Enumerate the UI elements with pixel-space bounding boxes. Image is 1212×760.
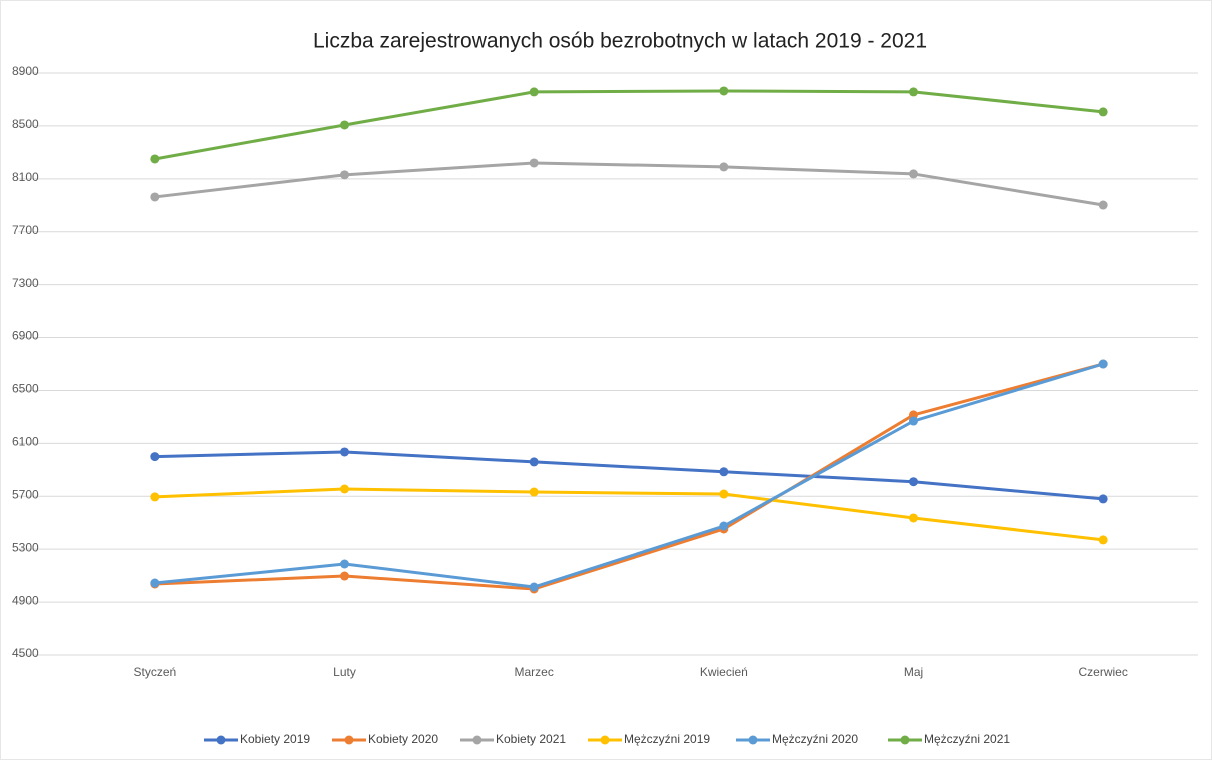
- data-point: [1098, 107, 1108, 117]
- y-tick-label: 4500: [12, 646, 39, 660]
- y-tick-label: 4900: [12, 593, 39, 607]
- legend-marker: [216, 735, 226, 745]
- legend-label: Kobiety 2019: [240, 732, 310, 746]
- data-point: [719, 521, 729, 531]
- legend-marker: [472, 735, 482, 745]
- x-tick-label: Czerwiec: [1078, 665, 1127, 679]
- legend-marker: [600, 735, 610, 745]
- y-tick-label: 5300: [12, 540, 39, 554]
- y-tick-label: 7700: [12, 223, 39, 237]
- legend-label: Mężczyźni 2019: [624, 732, 710, 746]
- data-point: [529, 87, 539, 97]
- x-tick-label: Styczeń: [133, 665, 176, 679]
- y-tick-label: 6100: [12, 435, 39, 449]
- chart-title: Liczba zarejestrowanych osób bezrobotnyc…: [313, 30, 927, 53]
- y-tick-label: 6500: [12, 382, 39, 396]
- data-point: [719, 467, 729, 477]
- legend-label: Kobiety 2021: [496, 732, 566, 746]
- data-point: [529, 158, 539, 168]
- data-point: [1098, 200, 1108, 210]
- x-tick-label: Kwiecień: [700, 665, 748, 679]
- x-tick-label: Maj: [904, 665, 923, 679]
- series-line: [154, 362, 1104, 589]
- data-point: [150, 154, 160, 164]
- y-tick-label: 7300: [12, 276, 39, 290]
- data-point: [150, 192, 160, 202]
- series-line: [154, 362, 1104, 591]
- legend-marker: [344, 735, 354, 745]
- data-point: [529, 582, 539, 592]
- data-point: [1098, 359, 1108, 369]
- legend-marker: [748, 735, 758, 745]
- data-point: [340, 170, 349, 180]
- y-tick-label: 8100: [12, 170, 39, 184]
- data-point: [909, 477, 918, 487]
- data-point: [719, 162, 729, 172]
- data-point: [340, 484, 349, 494]
- series-line: [154, 89, 1104, 161]
- data-point: [340, 447, 349, 457]
- data-point: [340, 120, 349, 130]
- data-point: [719, 86, 729, 96]
- legend-label: Mężczyźni 2021: [924, 732, 1010, 746]
- data-point: [150, 492, 160, 502]
- series-line: [154, 487, 1104, 542]
- data-point: [150, 452, 160, 462]
- legend-label: Kobiety 2020: [368, 732, 438, 746]
- data-point: [909, 87, 918, 97]
- series-line: [154, 450, 1104, 501]
- data-point: [340, 571, 349, 581]
- series-line: [154, 161, 1104, 207]
- data-point: [1098, 494, 1108, 504]
- y-tick-label: 6900: [12, 329, 39, 343]
- data-point: [909, 513, 918, 523]
- x-tick-label: Luty: [333, 665, 356, 679]
- legend-label: Mężczyźni 2020: [772, 732, 858, 746]
- data-point: [529, 457, 539, 467]
- legend-marker: [900, 735, 910, 745]
- data-point: [719, 489, 729, 499]
- data-point: [529, 487, 539, 497]
- y-tick-label: 8900: [12, 64, 39, 78]
- data-point: [1098, 535, 1108, 545]
- data-point: [340, 559, 349, 569]
- data-point: [909, 416, 918, 426]
- x-tick-label: Marzec: [514, 665, 553, 679]
- y-tick-label: 5700: [12, 487, 39, 501]
- data-point: [909, 169, 918, 179]
- data-point: [150, 578, 160, 588]
- y-tick-label: 8500: [12, 117, 39, 131]
